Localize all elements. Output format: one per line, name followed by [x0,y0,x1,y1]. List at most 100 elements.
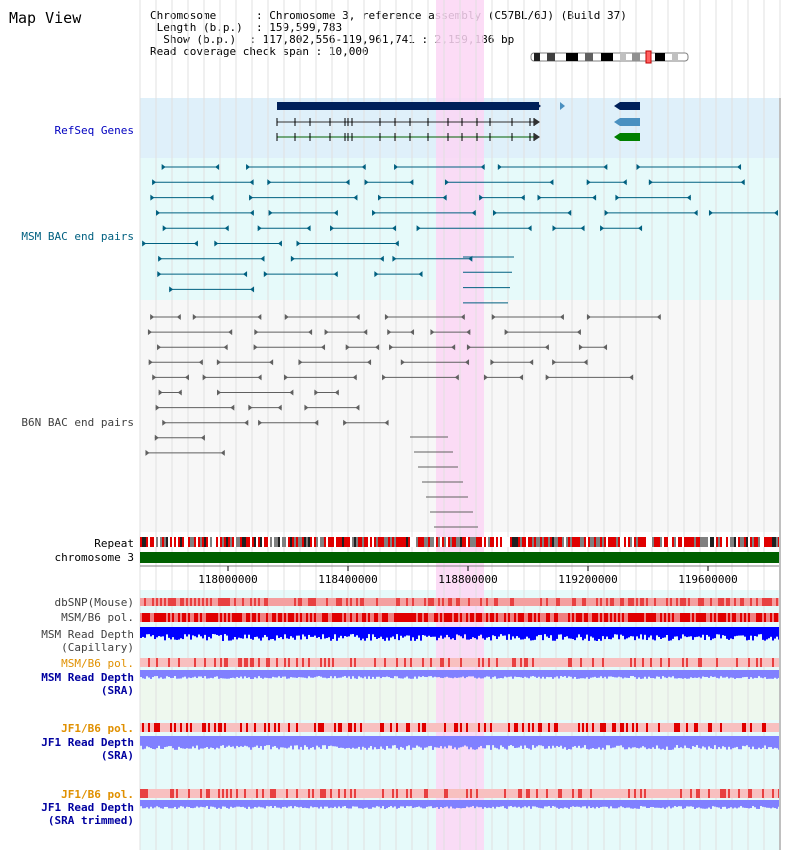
bac-end-marker [150,194,155,201]
depth-bar [480,627,482,635]
depth-bar [618,736,620,746]
polymorphism-segment [220,723,222,732]
polymorphism-segment [144,658,146,667]
polymorphism-segment [544,613,546,622]
polymorphism-segment [268,598,270,606]
polymorphism-segment [212,613,214,622]
polymorphism-segment [422,598,424,606]
bac-end-marker [249,209,254,216]
depth-bar [714,800,716,807]
depth-bar [504,670,506,677]
depth-bar [348,627,350,637]
repeat-segment [356,537,358,547]
polymorphism-segment [444,613,446,622]
depth-bar [448,627,450,638]
depth-bar [704,800,706,809]
polymorphism-segment [522,598,524,606]
repeat-segment [738,537,740,547]
depth-bar [234,670,236,679]
depth-bar [608,736,610,746]
depth-bar [186,736,188,749]
depth-bar [346,627,348,637]
depth-bar [206,736,208,748]
repeat-segment [656,537,658,547]
bac-end-marker [586,179,591,186]
depth-bar [330,736,332,746]
depth-bar [628,627,630,638]
depth-bar [140,736,142,746]
polymorphism-segment [644,658,646,667]
polymorphism-segment [348,658,350,667]
depth-bar [324,800,326,807]
polymorphism-segment [396,658,398,667]
depth-bar [410,670,412,679]
polymorphism-segment [390,658,392,667]
polymorphism-segment [270,598,272,606]
depth-bar [602,800,604,807]
depth-bar [244,670,246,677]
polymorphism-segment [492,658,494,667]
polymorphism-segment [566,658,568,667]
depth-bar [700,627,702,638]
bac-end-marker [162,225,167,232]
polymorphism-segment [622,789,624,798]
polymorphism-segment [514,789,516,798]
polymorphism-segment [592,789,594,798]
polymorphism-segment [328,613,330,622]
polymorphism-segment [416,613,418,622]
polymorphism-segment [704,723,706,732]
polymorphism-segment [642,723,644,732]
depth-bar [228,736,230,746]
polymorphism-segment [434,598,436,606]
polymorphism-segment [720,789,722,798]
depth-bar [648,800,650,808]
depth-bar [572,670,574,679]
polymorphism-segment [654,613,656,622]
chromosome-ideogram[interactable] [530,50,689,64]
depth-bar [502,736,504,747]
polymorphism-segment [686,723,688,732]
polymorphism-segment [770,658,772,667]
polymorphism-segment [648,789,650,798]
depth-bar [376,670,378,677]
polymorphism-segment [670,723,672,732]
polymorphism-segment [386,598,388,606]
polymorphism-segment [410,658,412,667]
depth-bar [334,627,336,635]
polymorphism-segment [208,723,210,732]
polymorphism-segment [162,723,164,732]
polymorphism-segment [270,723,272,732]
depth-bar [292,800,294,809]
polymorphism-segment [520,723,522,732]
polymorphism-segment [444,598,446,606]
polymorphism-segment [344,658,346,667]
polymorphism-segment [314,613,316,622]
depth-bar [498,800,500,808]
repeat-segment [520,537,522,547]
depth-bar [754,670,756,678]
depth-bar [156,627,158,638]
repeat-segment [490,537,492,547]
depth-bar [340,627,342,636]
polymorphism-segment [200,789,202,798]
repeat-segment [616,537,618,547]
polymorphism-segment [532,598,534,606]
polymorphism-segment [268,723,270,732]
depth-bar [704,627,706,640]
polymorphism-segment [296,598,298,606]
polymorphism-segment [772,658,774,667]
depth-bar [180,670,182,679]
depth-bar [650,670,652,679]
depth-bar [368,736,370,748]
depth-bar [360,800,362,809]
polymorphism-segment [266,613,268,622]
depth-bar [348,800,350,809]
scroll-indicator-right[interactable] [779,98,781,850]
polymorphism-segment [438,658,440,667]
repeat-segment [292,537,294,547]
depth-bar [552,670,554,679]
polymorphism-segment [714,598,716,606]
repeat-segment [312,537,314,547]
polymorphism-segment [712,658,714,667]
depth-bar [770,736,772,748]
